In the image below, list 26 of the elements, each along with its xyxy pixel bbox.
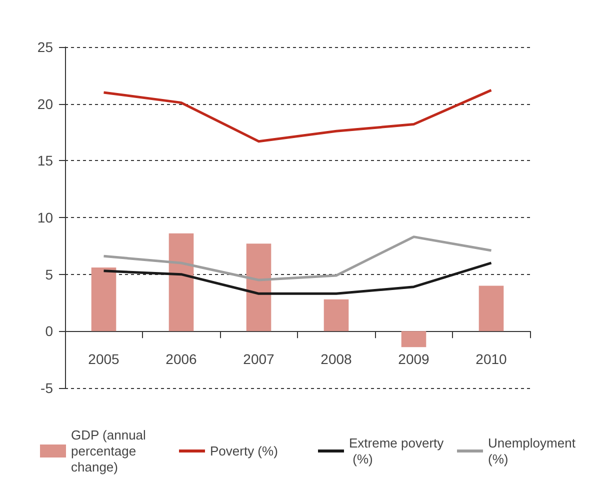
x-tick-label: 2005 xyxy=(88,351,120,367)
bar xyxy=(168,233,194,332)
bar xyxy=(246,244,272,332)
bar xyxy=(324,299,349,332)
x-tick-label: 2007 xyxy=(243,351,275,367)
line-series xyxy=(102,236,492,282)
line-series xyxy=(102,88,492,143)
legend-label: Extreme poverty (%) xyxy=(349,436,444,466)
bar xyxy=(478,286,504,332)
y-tick-label: 15 xyxy=(37,152,54,169)
x-tick-label: 2009 xyxy=(398,351,430,367)
y-tick-label: 0 xyxy=(45,323,54,340)
line-series xyxy=(102,262,492,295)
legend-label: Unemployment (%) xyxy=(488,436,580,466)
x-tick-label: 2008 xyxy=(320,351,352,367)
y-tick-label: -5 xyxy=(40,380,54,396)
bar xyxy=(91,268,116,332)
y-tick-label: 10 xyxy=(37,210,54,226)
y-tick-label: 20 xyxy=(37,96,54,112)
y-tick-label: 25 xyxy=(37,39,54,55)
bar xyxy=(401,331,426,348)
y-tick-label: 5 xyxy=(45,266,54,282)
legend-label: Poverty (%) xyxy=(210,444,278,458)
x-tick-label: 2006 xyxy=(166,351,198,367)
legend-label: GDP (annual percentage change) xyxy=(71,428,150,474)
x-tick-label: 2010 xyxy=(476,351,508,367)
